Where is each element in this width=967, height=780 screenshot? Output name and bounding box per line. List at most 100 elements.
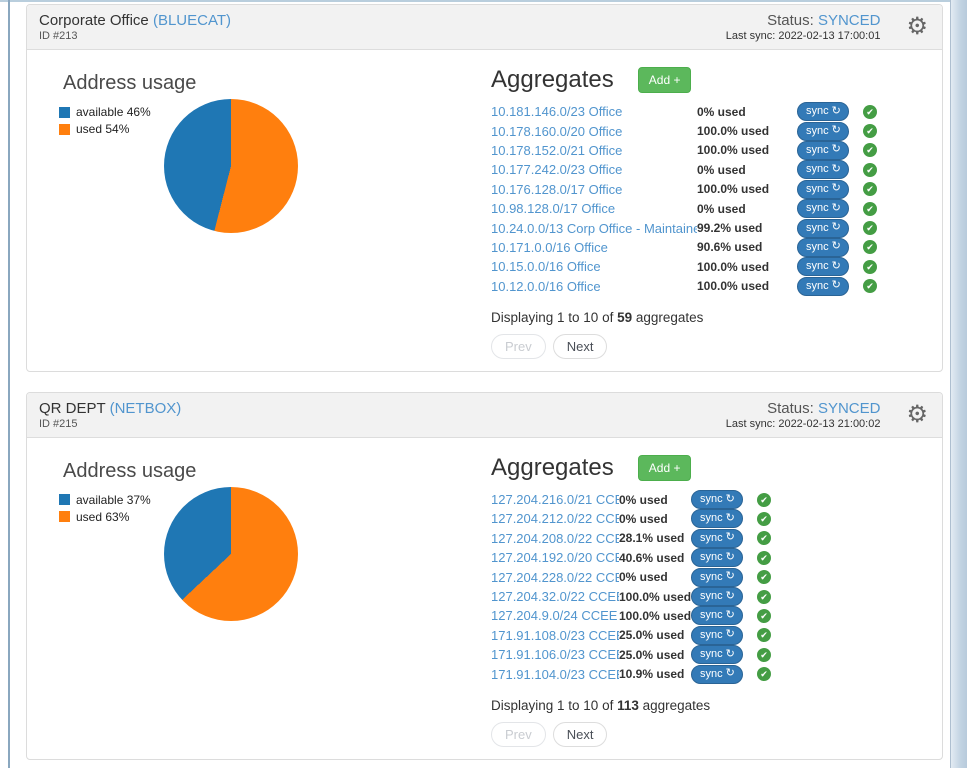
sync-refresh-icon: ↻: [831, 259, 841, 272]
aggregate-row: 10.177.242.0/23 Office 0% used sync ↻ ✔: [491, 160, 922, 180]
sync-button[interactable]: sync ↻: [797, 237, 849, 257]
legend-item-available: available 46%: [59, 105, 491, 119]
panel-header-right: Status: SYNCED Last sync: 2022-02-13 21:…: [726, 400, 907, 430]
panel-source-link[interactable]: (BLUECAT): [152, 12, 232, 29]
sync-button[interactable]: sync ↻: [797, 218, 849, 238]
pagination: Prev Next: [491, 333, 922, 359]
aggregate-prefix-link[interactable]: 127.204.212.0/22 CCEE: [491, 511, 619, 527]
sync-button[interactable]: sync ↻: [691, 645, 743, 665]
aggregate-prefix-link[interactable]: 10.181.146.0/23 Office: [491, 104, 623, 120]
sync-button[interactable]: sync ↻: [691, 490, 743, 510]
aggregate-prefix-link[interactable]: 10.177.242.0/23 Office: [491, 162, 623, 178]
aggregates-heading: Aggregates: [491, 66, 614, 93]
aggregate-prefix-link[interactable]: 10.176.128.0/17 Office: [491, 181, 623, 197]
legend-swatch-used: [59, 123, 70, 135]
synced-check-icon: ✔: [757, 667, 771, 682]
aggregate-used-percent: 100.0% used: [619, 589, 692, 604]
sync-button[interactable]: sync ↻: [691, 548, 743, 568]
synced-check-icon: ✔: [757, 550, 771, 565]
synced-check-icon: ✔: [863, 162, 877, 177]
prev-page-button[interactable]: Prev: [491, 333, 546, 359]
next-page-button[interactable]: Next: [552, 333, 608, 359]
sync-button[interactable]: sync ↻: [691, 606, 743, 626]
page-content: Corporate Office (BLUECAT) ID #213 Statu…: [26, 4, 943, 780]
sync-button[interactable]: sync ↻: [797, 102, 849, 122]
sync-button[interactable]: sync ↻: [797, 140, 849, 160]
sync-button[interactable]: sync ↻: [797, 160, 849, 180]
aggregate-prefix-link[interactable]: 171.91.106.0/23 CCEE: [491, 647, 619, 663]
aggregate-used-percent: 28.1% used: [619, 531, 685, 546]
sync-button-label: sync: [806, 260, 829, 273]
aggregate-prefix-link[interactable]: 171.91.104.0/23 CCEE: [491, 666, 619, 682]
synced-check-icon: ✔: [863, 104, 877, 119]
sync-button[interactable]: sync ↻: [691, 509, 743, 529]
gear-icon[interactable]: ⚙: [906, 13, 928, 40]
aggregate-prefix-link[interactable]: 10.15.0.0/16 Office: [491, 259, 601, 275]
sync-refresh-icon: ↻: [725, 492, 735, 505]
synced-check-icon: ✔: [863, 240, 877, 255]
vertical-scrollbar[interactable]: [950, 0, 967, 768]
aggregate-prefix-link[interactable]: 127.204.208.0/22 CCEE: [491, 530, 619, 546]
aggregate-row: 127.204.192.0/20 CCEE 40.6% used sync ↻ ✔: [491, 548, 922, 568]
prev-page-button[interactable]: Prev: [491, 721, 546, 747]
sync-button[interactable]: sync ↻: [797, 121, 849, 141]
aggregate-used-percent: 10.9% used: [619, 667, 685, 682]
sync-button-label: sync: [700, 590, 723, 603]
aggregate-prefix-link[interactable]: 10.24.0.0/13 Corp Office - Maintained - …: [491, 220, 697, 236]
aggregate-prefix-link[interactable]: 171.91.108.0/23 CCEE: [491, 627, 619, 643]
sync-button-label: sync: [806, 143, 829, 156]
next-page-button[interactable]: Next: [552, 721, 608, 747]
synced-check-icon: ✔: [863, 279, 877, 294]
aggregates-section: Aggregates Add + 127.204.216.0/21 CCEE 0…: [491, 452, 922, 747]
footer-prefix: Displaying 1 to 10 of: [491, 697, 618, 713]
add-aggregate-button[interactable]: Add +: [637, 454, 692, 481]
sync-button-label: sync: [700, 648, 723, 661]
aggregate-prefix-link[interactable]: 10.12.0.0/16 Office: [491, 278, 601, 294]
sync-refresh-icon: ↻: [725, 628, 735, 641]
sync-button-label: sync: [700, 609, 723, 622]
sync-button[interactable]: sync ↻: [797, 199, 849, 219]
sync-button[interactable]: sync ↻: [797, 257, 849, 277]
panel-source-link[interactable]: (NETBOX): [109, 399, 182, 417]
legend-swatch-used: [59, 511, 70, 523]
aggregate-prefix-link[interactable]: 10.171.0.0/16 Office: [491, 239, 608, 255]
panel-title: Corporate Office (BLUECAT): [39, 12, 231, 29]
aggregate-prefix-link[interactable]: 10.98.128.0/17 Office: [491, 201, 616, 217]
aggregate-used-percent: 0% used: [697, 201, 746, 216]
sync-refresh-icon: ↻: [831, 104, 841, 117]
sync-button[interactable]: sync ↻: [691, 625, 743, 645]
legend-swatch-available: [59, 106, 70, 118]
sync-button[interactable]: sync ↻: [797, 179, 849, 199]
sync-button[interactable]: sync ↻: [691, 567, 743, 587]
synced-check-icon: ✔: [757, 531, 771, 546]
aggregate-prefix-link[interactable]: 127.204.228.0/22 CCEE: [491, 569, 619, 585]
status-line: Status: SYNCED: [726, 400, 880, 417]
aggregate-prefix-link[interactable]: 10.178.160.0/20 Office: [491, 123, 623, 139]
sync-button[interactable]: sync ↻: [797, 276, 849, 296]
aggregate-used-percent: 99.2% used: [697, 221, 763, 236]
add-aggregate-button[interactable]: Add +: [637, 67, 692, 93]
sync-button-label: sync: [806, 124, 829, 137]
address-usage-heading: Address usage: [63, 72, 197, 94]
sync-button[interactable]: sync ↻: [691, 664, 743, 684]
synced-check-icon: ✔: [757, 570, 771, 585]
gear-icon[interactable]: ⚙: [906, 400, 928, 428]
aggregate-prefix-link[interactable]: 127.204.216.0/21 CCEE: [491, 492, 619, 508]
status-label: Status:: [767, 12, 814, 29]
footer-count: 59: [617, 309, 633, 325]
sync-refresh-icon: ↻: [831, 124, 841, 137]
sync-refresh-icon: ↻: [831, 143, 841, 156]
status-line: Status: SYNCED: [726, 12, 880, 29]
aggregate-prefix-link[interactable]: 127.204.32.0/22 CCEE: [491, 589, 619, 605]
last-sync-timestamp: Last sync: 2022-02-13 17:00:01: [725, 30, 881, 42]
synced-check-icon: ✔: [863, 143, 877, 158]
aggregate-prefix-link[interactable]: 127.204.9.0/24 CCEE: [491, 608, 618, 624]
sync-button[interactable]: sync ↻: [691, 528, 743, 548]
aggregate-prefix-link[interactable]: 127.204.192.0/20 CCEE: [491, 550, 619, 566]
aggregates-heading: Aggregates: [491, 453, 614, 481]
aggregate-prefix-link[interactable]: 10.178.152.0/21 Office: [491, 142, 623, 158]
sync-button[interactable]: sync ↻: [691, 587, 743, 607]
synced-check-icon: ✔: [757, 628, 771, 643]
sync-refresh-icon: ↻: [831, 182, 841, 195]
synced-check-icon: ✔: [757, 492, 771, 507]
